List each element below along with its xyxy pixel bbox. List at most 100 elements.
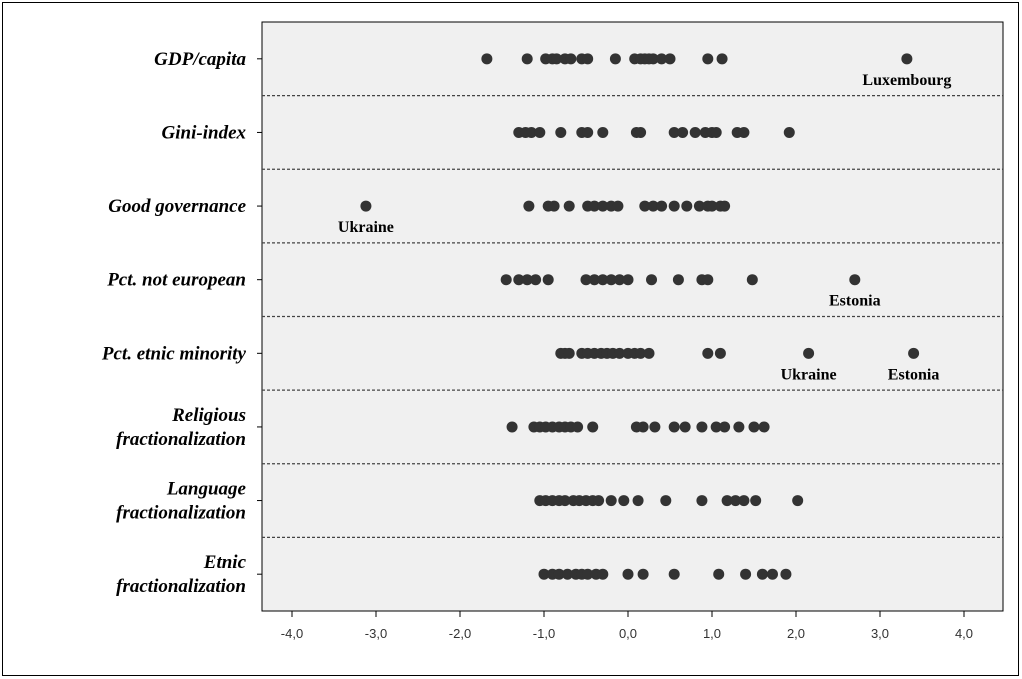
data-point [551, 53, 563, 65]
data-point [500, 274, 512, 286]
data-point [706, 200, 718, 212]
data-point [614, 347, 626, 359]
data-point [605, 274, 617, 286]
data-point [572, 421, 584, 433]
point-annotation: Luxembourg [862, 72, 951, 89]
data-point [756, 568, 768, 580]
x-tick-label: 2,0 [787, 626, 805, 641]
data-point [677, 126, 689, 138]
data-point [506, 421, 518, 433]
data-point [582, 568, 594, 580]
data-point [783, 126, 795, 138]
data-point [719, 200, 731, 212]
point-annotation: Ukraine [781, 366, 837, 383]
data-point [559, 495, 571, 507]
data-point [580, 274, 592, 286]
data-point [908, 347, 920, 359]
data-point [716, 53, 728, 65]
data-point [696, 421, 708, 433]
data-point [605, 495, 617, 507]
data-point [555, 126, 567, 138]
data-point [803, 347, 815, 359]
data-point [534, 126, 546, 138]
data-point [668, 568, 680, 580]
row-label: Etnic [203, 552, 247, 573]
point-annotation: Ukraine [338, 219, 394, 236]
data-point [538, 568, 550, 580]
data-point [521, 274, 533, 286]
data-point [730, 495, 742, 507]
row-label: fractionalization [116, 576, 246, 597]
data-point [542, 274, 554, 286]
x-tick-label: 3,0 [871, 626, 889, 641]
data-point [696, 495, 708, 507]
row-label: GDP/capita [154, 49, 246, 70]
data-point [646, 274, 658, 286]
data-point [693, 200, 705, 212]
data-point [635, 126, 647, 138]
data-point [614, 274, 626, 286]
data-point [588, 274, 600, 286]
x-tick-label: 0,0 [619, 626, 637, 641]
row-label: Pct. not european [106, 270, 246, 291]
data-point [702, 53, 714, 65]
data-point [656, 200, 668, 212]
data-point [632, 495, 644, 507]
data-point [622, 274, 634, 286]
data-point [612, 200, 624, 212]
data-point [565, 53, 577, 65]
x-tick-label: -4,0 [281, 626, 303, 641]
data-point [597, 126, 609, 138]
data-point [563, 200, 575, 212]
data-point [593, 495, 605, 507]
data-point [637, 421, 649, 433]
data-point [710, 421, 722, 433]
data-point [668, 421, 680, 433]
data-point [750, 495, 762, 507]
data-point [702, 274, 714, 286]
x-tick-label: 1,0 [703, 626, 721, 641]
data-point [721, 495, 733, 507]
point-annotation: Estonia [888, 366, 940, 383]
data-point [758, 421, 770, 433]
data-point [780, 568, 792, 580]
data-point [639, 200, 651, 212]
x-tick-label: 4,0 [955, 626, 973, 641]
data-point [481, 53, 493, 65]
data-point [523, 200, 535, 212]
x-tick-label: -1,0 [533, 626, 555, 641]
data-point [649, 421, 661, 433]
data-point [597, 274, 609, 286]
x-tick-label: -2,0 [449, 626, 471, 641]
data-point [582, 53, 594, 65]
data-point [714, 347, 726, 359]
data-point [618, 495, 630, 507]
data-point [622, 568, 634, 580]
row-label: Language [166, 479, 247, 500]
data-point [738, 495, 750, 507]
data-point [746, 274, 758, 286]
data-point [647, 53, 659, 65]
data-point [689, 126, 701, 138]
data-point [637, 568, 649, 580]
data-point [766, 568, 778, 580]
data-point [360, 200, 372, 212]
point-annotation: Estonia [829, 293, 881, 310]
data-point [525, 126, 537, 138]
row-label: Gini-index [162, 122, 247, 143]
data-point [582, 126, 594, 138]
row-label: fractionalization [116, 429, 246, 450]
data-point [562, 568, 574, 580]
data-point [738, 126, 750, 138]
data-point [660, 495, 672, 507]
data-point [513, 274, 525, 286]
data-point [901, 53, 913, 65]
data-point [530, 274, 542, 286]
data-point [672, 274, 684, 286]
data-point [681, 200, 693, 212]
data-point [521, 53, 533, 65]
data-point [643, 347, 655, 359]
data-point [792, 495, 804, 507]
x-tick-label: -3,0 [365, 626, 387, 641]
